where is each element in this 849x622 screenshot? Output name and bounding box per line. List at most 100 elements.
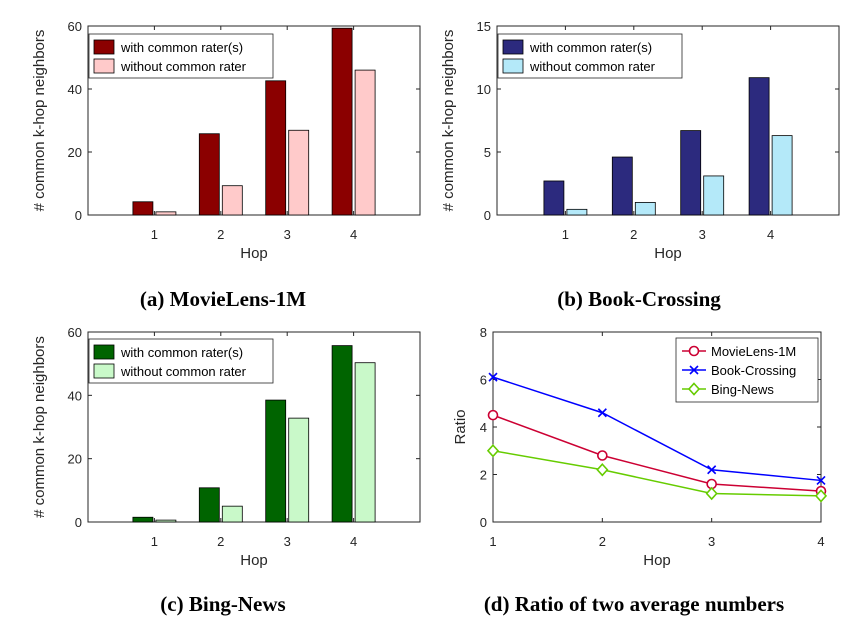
bar-without-common-rater [288, 417, 310, 523]
legend-swatch [93, 363, 115, 379]
legend-label: Bing-News [711, 382, 774, 397]
panel-movielens: 0 20 40 60 1 2 3 4 Hop # common k-hop neighbors wi… [31, 19, 421, 311]
legend-label: Book-Crossing [711, 363, 796, 378]
panel-ratio: 0 2 4 6 8 1 2 3 4 Hop Ratio MovieLens-1M Book-Crossi… [452, 325, 828, 616]
x-axis-label: Hop [643, 552, 671, 569]
plot-area [87, 25, 421, 216]
x-tick-label: 3 [284, 227, 291, 242]
x-tick-label: 2 [630, 227, 637, 242]
bar-without-common-rater [354, 69, 376, 216]
y-tick-label: 0 [75, 515, 82, 530]
series-point-bing-news [814, 489, 828, 503]
bar-without-common-rater [634, 201, 656, 216]
x-tick-label: 4 [350, 534, 357, 549]
legend-label: without common rater [120, 59, 247, 74]
bar-without-common-rater [566, 208, 588, 216]
x-tick-label: 1 [151, 227, 158, 242]
panel-caption: (b) Book-Crossing [557, 287, 721, 311]
y-tick-label: 60 [68, 19, 82, 34]
bar-with-common-rater [265, 80, 287, 216]
y-tick-label: 0 [75, 208, 82, 223]
bar-with-common-rater [331, 345, 353, 523]
legend-marker [689, 365, 699, 375]
series-point-bing-news [486, 444, 500, 458]
legend-label: without common rater [529, 59, 656, 74]
legend-swatch [502, 39, 524, 55]
bar-with-common-rater [748, 77, 770, 216]
panel-caption: (a) MovieLens-1M [140, 287, 306, 311]
bar-without-common-rater [288, 129, 310, 216]
bar-without-common-rater [221, 505, 243, 523]
legend-label: without common rater [120, 364, 247, 379]
legend-swatch [93, 39, 115, 55]
x-tick-label: 2 [599, 534, 606, 549]
x-tick-label: 1 [489, 534, 496, 549]
series-point-book-crossing [597, 408, 607, 418]
bar-with-common-rater [265, 399, 287, 523]
y-tick-label: 0 [480, 515, 487, 530]
bar-with-common-rater [680, 130, 702, 216]
series-point-bing-news [705, 486, 718, 501]
bar-with-common-rater [543, 180, 565, 216]
series-line-bing-news [492, 450, 822, 497]
legend-box [88, 338, 274, 384]
series-line-book-crossing [492, 376, 822, 482]
y-tick-label: 40 [68, 388, 82, 403]
legend-marker [687, 382, 701, 396]
y-axis-label: # common k-hop neighbors [440, 30, 457, 212]
y-tick-label: 2 [480, 468, 487, 483]
series-point-movielens-1m [487, 409, 499, 421]
x-tick-label: 4 [817, 534, 824, 549]
bar-with-common-rater [611, 156, 633, 216]
panel-caption: (c) Bing-News [160, 592, 285, 616]
series-line-movielens-1m [492, 414, 822, 492]
series-point-bing-news [596, 463, 609, 477]
legend-swatch [93, 344, 115, 360]
y-tick-label: 40 [68, 82, 82, 97]
y-tick-label: 0 [484, 208, 491, 223]
x-axis-label: Hop [240, 552, 268, 569]
x-tick-label: 3 [708, 534, 715, 549]
plot-area [87, 331, 421, 523]
y-tick-label: 20 [68, 452, 82, 467]
bar-with-common-rater [331, 27, 353, 216]
bar-with-common-rater [198, 487, 220, 523]
legend-label: MovieLens-1M [711, 344, 796, 359]
x-tick-label: 4 [767, 227, 774, 242]
legend-marker [688, 345, 700, 357]
series-point-book-crossing [488, 372, 498, 382]
panel-book-crossing: 0 5 10 15 1 2 3 4 Hop # common k-hop neighbors wit… [440, 19, 840, 311]
x-tick-label: 2 [217, 227, 224, 242]
bar-without-common-rater [155, 211, 177, 216]
y-tick-label: 20 [68, 145, 82, 160]
y-tick-label: 5 [484, 145, 491, 160]
y-axis-label: Ratio [452, 409, 469, 444]
bar-without-common-rater [354, 362, 376, 523]
bar-without-common-rater [771, 135, 793, 216]
y-tick-label: 4 [480, 420, 487, 435]
legend-label: with common rater(s) [120, 345, 243, 360]
y-tick-label: 8 [480, 325, 487, 340]
panel-bing-news: 0 20 40 60 1 2 3 4 Hop # common k-hop neighbors wi… [31, 325, 421, 616]
y-tick-label: 6 [480, 373, 487, 388]
series-point-book-crossing [816, 475, 826, 486]
y-tick-label: 15 [477, 19, 491, 34]
x-tick-label: 3 [699, 227, 706, 242]
bar-without-common-rater [703, 175, 725, 216]
legend-box [497, 33, 683, 79]
x-tick-label: 2 [217, 534, 224, 549]
bar-with-common-rater [132, 201, 154, 216]
bar-with-common-rater [132, 516, 154, 523]
y-tick-label: 60 [68, 325, 82, 340]
legend-box [88, 33, 274, 79]
bar-without-common-rater [155, 519, 177, 523]
bar-without-common-rater [221, 185, 243, 216]
y-tick-label: 10 [477, 82, 491, 97]
x-tick-label: 1 [151, 534, 158, 549]
x-tick-label: 3 [284, 534, 291, 549]
legend-swatch [93, 58, 115, 74]
plot-area [496, 25, 840, 216]
bar-with-common-rater [198, 133, 220, 216]
legend-label: with common rater(s) [529, 40, 652, 55]
